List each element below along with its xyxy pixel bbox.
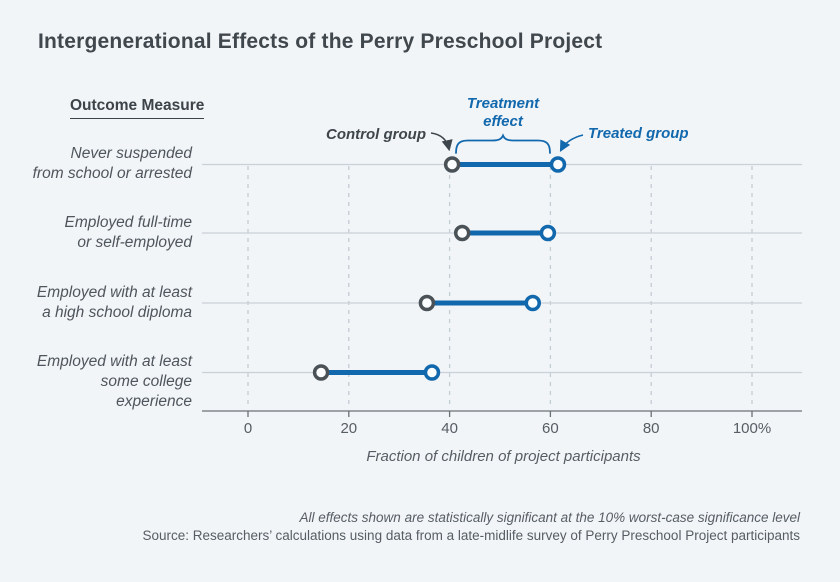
dumbbell-row — [443, 156, 567, 173]
x-axis — [202, 410, 802, 417]
control-group-arrow-icon — [430, 132, 453, 152]
dumbbell-row — [418, 294, 542, 312]
control-dot — [418, 294, 436, 312]
x-tick-label: 0 — [243, 420, 253, 437]
treated-dot — [423, 364, 441, 381]
treated-group-arrow-icon — [559, 134, 584, 152]
dumbbell-row — [453, 224, 557, 242]
control-dot — [453, 224, 471, 242]
row-label: Employed full-time or self-employed — [64, 213, 193, 251]
x-axis-caption: Fraction of children of project particip… — [366, 448, 641, 465]
chart-title: Intergenerational Effects of the Perry P… — [38, 30, 603, 53]
row-label: Employed with at least some college expe… — [36, 353, 192, 410]
row-label: Never suspended from school or arrested — [32, 145, 192, 182]
x-tick-label: 100% — [732, 420, 772, 437]
treated-group-annotation: Treated group — [588, 125, 689, 142]
significance-note: All effects shown are statistically sign… — [299, 510, 800, 525]
outcome-measure-header: Outcome Measure — [70, 97, 205, 119]
treated-dot — [549, 156, 567, 173]
control-dot — [312, 364, 330, 381]
x-tick-label: 60 — [542, 420, 559, 437]
source-note: Source: Researchers’ calculations using … — [142, 528, 800, 543]
treated-dot — [524, 294, 542, 312]
gridlines — [247, 166, 753, 408]
control-dot — [443, 156, 461, 173]
dumbbell-row — [312, 364, 441, 381]
control-group-annotation: Control group — [326, 126, 426, 143]
x-tick-label: 20 — [340, 420, 358, 437]
row-baselines — [202, 163, 802, 374]
treated-dot — [539, 224, 557, 242]
treatment-effect-brace-icon — [455, 133, 551, 154]
dumbbells — [312, 156, 567, 381]
row-label: Employed with at least a high school dip… — [36, 283, 192, 321]
treatment-effect-annotation: Treatment effect — [466, 95, 540, 130]
x-tick-label: 40 — [441, 420, 458, 437]
x-tick-label: 80 — [642, 420, 660, 437]
